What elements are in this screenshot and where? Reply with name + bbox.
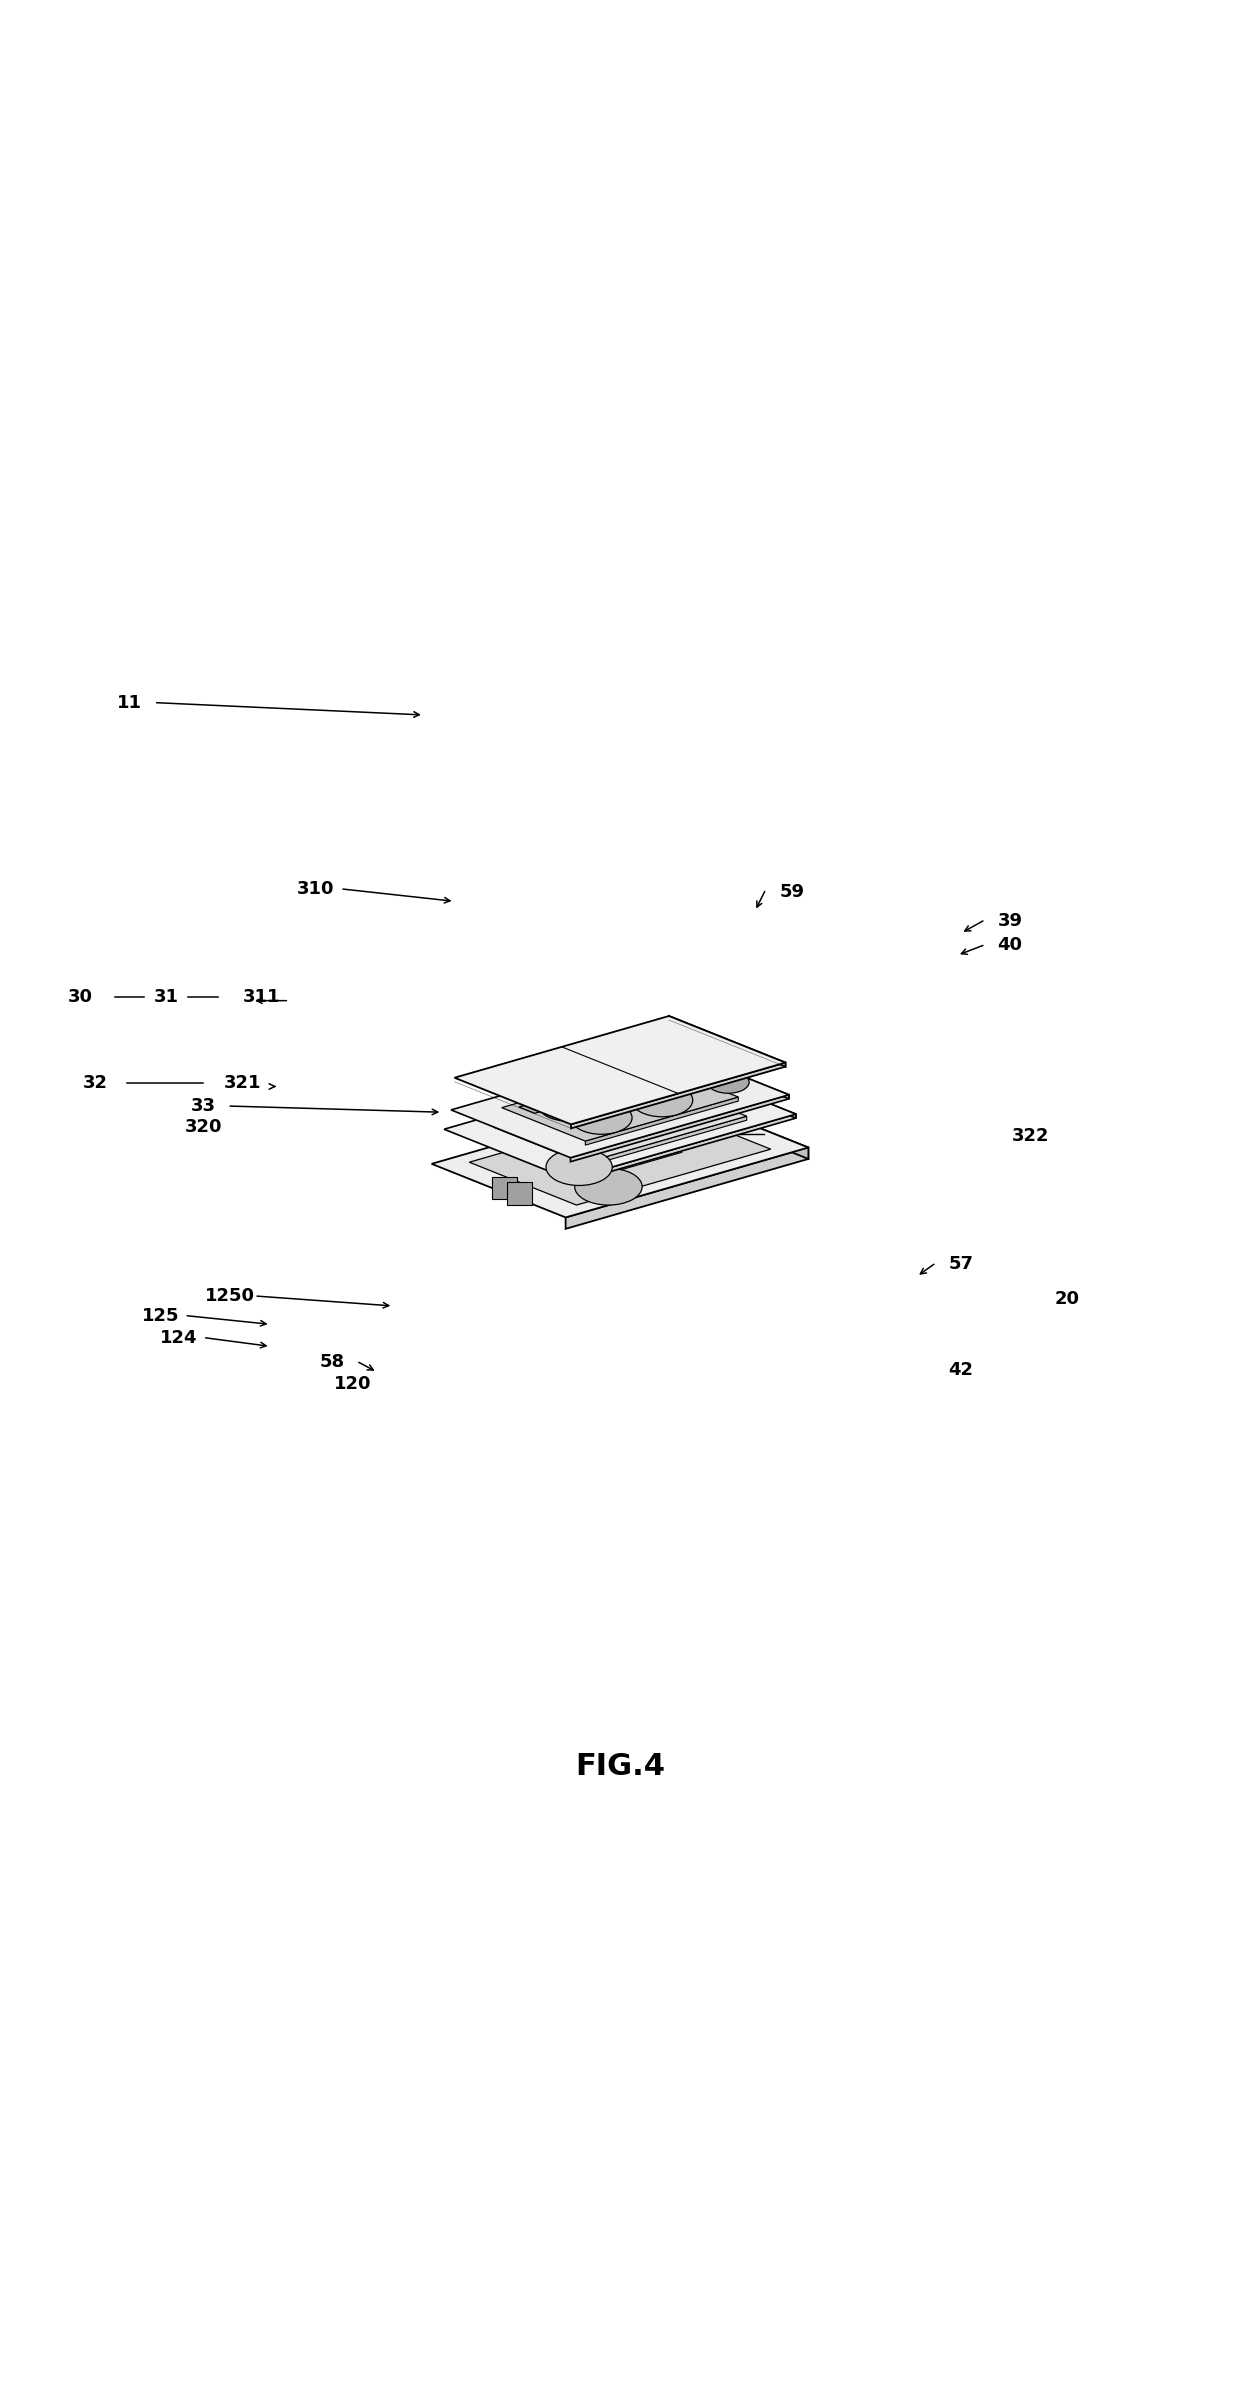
FancyBboxPatch shape: [527, 1124, 547, 1145]
Text: 32: 32: [83, 1073, 108, 1092]
Ellipse shape: [691, 1064, 728, 1085]
Polygon shape: [675, 1095, 808, 1160]
Text: 58: 58: [320, 1354, 345, 1371]
Text: 120: 120: [334, 1376, 372, 1393]
Polygon shape: [569, 1114, 796, 1184]
Ellipse shape: [629, 1061, 694, 1097]
Polygon shape: [494, 1080, 746, 1162]
Polygon shape: [503, 1092, 626, 1128]
Polygon shape: [518, 1100, 560, 1114]
Polygon shape: [469, 1107, 771, 1205]
Polygon shape: [585, 1097, 738, 1145]
Text: 42: 42: [949, 1361, 973, 1378]
Text: 57: 57: [949, 1256, 973, 1273]
Polygon shape: [455, 1016, 785, 1124]
Polygon shape: [451, 1047, 789, 1157]
Text: 322: 322: [1012, 1126, 1049, 1145]
Text: FIG.4: FIG.4: [575, 1753, 665, 1782]
Text: 321: 321: [223, 1073, 262, 1092]
Text: 31: 31: [154, 987, 179, 1006]
Ellipse shape: [708, 1071, 749, 1092]
FancyBboxPatch shape: [572, 1109, 591, 1133]
Ellipse shape: [599, 1071, 660, 1104]
Text: 1250: 1250: [205, 1287, 255, 1306]
Ellipse shape: [538, 1088, 599, 1121]
Text: 59: 59: [779, 884, 805, 900]
Ellipse shape: [574, 1169, 642, 1205]
Text: 311: 311: [243, 987, 280, 1006]
Polygon shape: [432, 1095, 808, 1217]
Ellipse shape: [546, 1148, 613, 1186]
Polygon shape: [668, 1016, 785, 1066]
Polygon shape: [565, 1148, 808, 1229]
Polygon shape: [671, 1064, 796, 1119]
Text: 320: 320: [185, 1119, 222, 1136]
Ellipse shape: [632, 1097, 699, 1136]
Polygon shape: [502, 1064, 738, 1140]
Text: 39: 39: [997, 912, 1023, 929]
FancyBboxPatch shape: [507, 1181, 532, 1205]
Text: 20: 20: [1055, 1289, 1080, 1309]
Ellipse shape: [570, 1102, 632, 1133]
Polygon shape: [558, 1136, 682, 1176]
Text: 11: 11: [117, 694, 143, 711]
Polygon shape: [444, 1064, 796, 1179]
Text: 30: 30: [68, 987, 93, 1006]
Text: 33: 33: [191, 1097, 216, 1114]
Text: 310: 310: [298, 881, 335, 898]
FancyBboxPatch shape: [492, 1176, 517, 1198]
Polygon shape: [572, 1064, 785, 1128]
Text: 125: 125: [141, 1306, 179, 1325]
Polygon shape: [584, 1116, 746, 1167]
Ellipse shape: [613, 1061, 672, 1095]
Polygon shape: [670, 1047, 789, 1100]
Text: 40: 40: [997, 936, 1023, 956]
Polygon shape: [570, 1095, 789, 1162]
Ellipse shape: [631, 1083, 693, 1116]
Text: 124: 124: [160, 1328, 197, 1347]
